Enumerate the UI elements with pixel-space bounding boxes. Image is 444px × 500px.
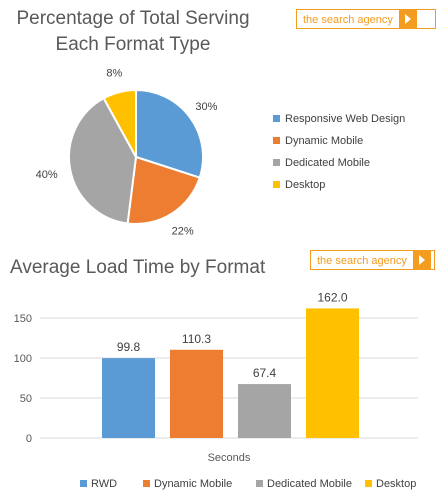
bar-legend-label: Dynamic Mobile: [154, 478, 232, 490]
pie-slice-dynamic-mobile: [126, 155, 201, 225]
arrow-right-icon-2: [412, 251, 431, 269]
bar-legend-label: RWD: [91, 478, 117, 490]
bar-chart-title: Average Load Time by Format: [10, 257, 266, 278]
pie-slice-dedicated-mobile: [68, 96, 138, 225]
pie-legend-swatch: [273, 115, 280, 122]
pie-data-label: 8%: [106, 68, 122, 80]
bar-y-tick-label: 150: [14, 313, 32, 325]
pie-data-label: 30%: [195, 101, 217, 113]
bar-legend-label: Desktop: [376, 478, 416, 490]
pie-legend-label: Dedicated Mobile: [285, 157, 370, 169]
bar-dynamic-mobile: [170, 349, 223, 438]
pie-data-label: 22%: [172, 225, 194, 237]
pie-chart-title: Percentage of Total Serving Each Format …: [0, 6, 266, 58]
bar-data-label: 67.4: [253, 366, 277, 380]
pie-title-line-1: Percentage of Total Serving: [16, 8, 250, 29]
pie-legend-label: Desktop: [285, 179, 325, 191]
bar-legend-swatch: [365, 480, 372, 487]
bar-legend-swatch: [80, 480, 87, 487]
bar-y-tick-label: 0: [26, 433, 32, 445]
logo-text-2: the search agency: [317, 255, 407, 267]
bar-dedicated-mobile: [238, 384, 291, 438]
bar-legend-swatch: [256, 480, 263, 487]
pie-title-line-2: Each Format Type: [55, 34, 211, 55]
search-agency-logo: the search agency: [296, 9, 436, 29]
pie-slice-desktop: [102, 88, 137, 158]
bar-y-tick-label: 50: [20, 393, 32, 405]
bar-x-axis-label: Seconds: [208, 452, 251, 464]
pie-legend-label: Responsive Web Design: [285, 113, 405, 125]
bar-y-tick-label: 100: [14, 353, 32, 365]
bar-desktop: [306, 308, 359, 438]
bar-legend-swatch: [143, 480, 150, 487]
bar-data-label: 162.0: [317, 290, 347, 304]
pie-legend-swatch: [273, 137, 280, 144]
pie-legend-label: Dynamic Mobile: [285, 135, 363, 147]
arrow-right-icon: [398, 10, 417, 28]
pie-slice-responsive-web-design: [135, 88, 204, 179]
search-agency-logo-2: the search agency: [310, 250, 435, 270]
pie-legend-swatch: [273, 159, 280, 166]
bar-rwd: [102, 358, 155, 438]
pie-data-label: 40%: [36, 169, 58, 181]
bar-data-label: 99.8: [117, 340, 141, 354]
pie-legend-swatch: [273, 181, 280, 188]
bar-data-label: 110.3: [182, 332, 211, 346]
logo-text: the search agency: [303, 14, 393, 26]
bar-legend-label: Dedicated Mobile: [267, 478, 352, 490]
